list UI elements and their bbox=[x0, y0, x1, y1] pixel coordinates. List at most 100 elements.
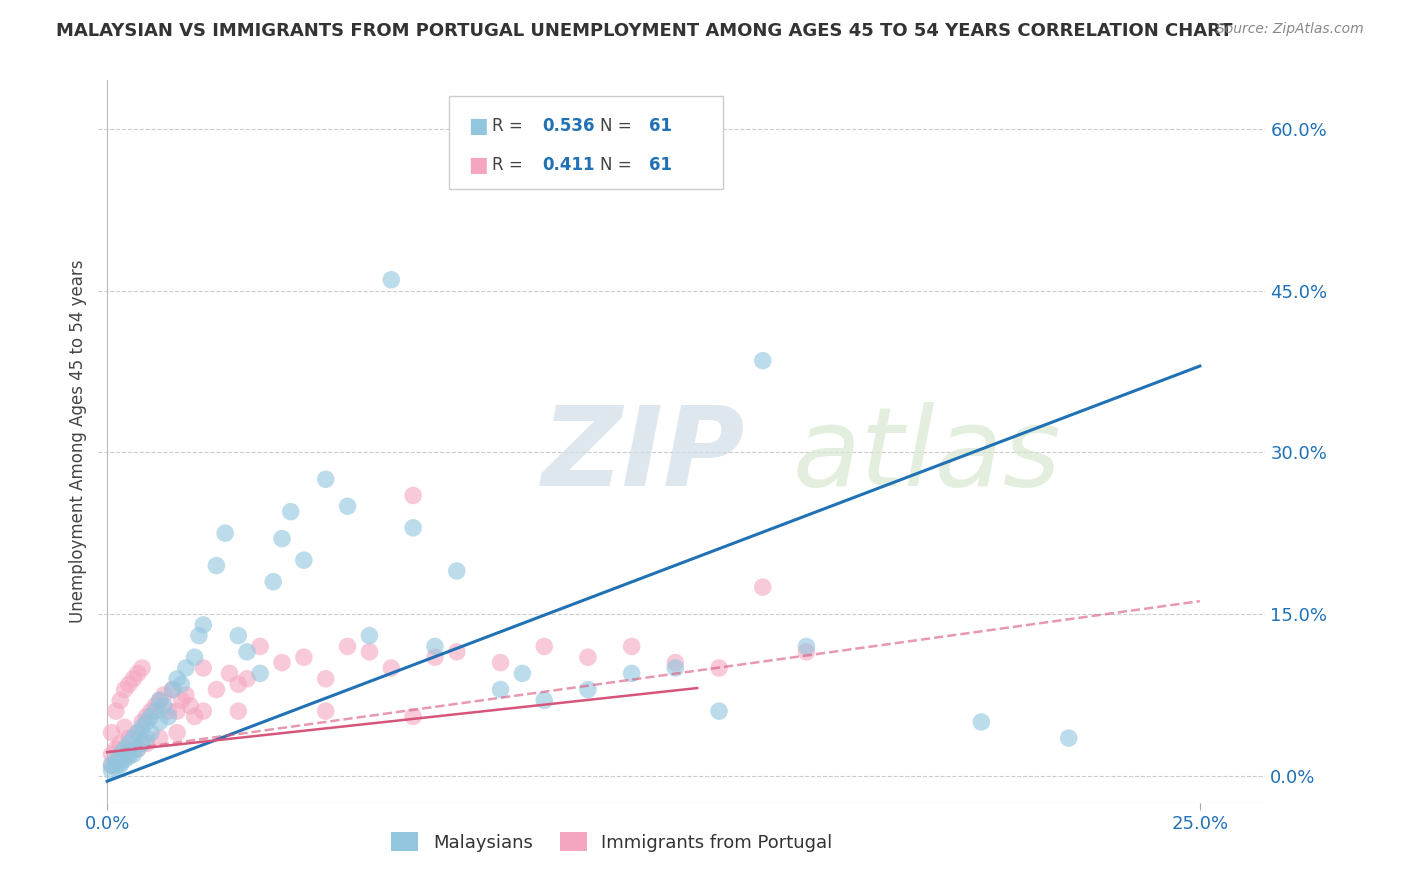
Point bbox=[100, 764, 122, 778]
Point bbox=[139, 725, 162, 739]
Point bbox=[1057, 731, 1080, 745]
Point bbox=[131, 720, 153, 734]
Point bbox=[512, 666, 534, 681]
Point bbox=[533, 640, 555, 654]
Point bbox=[271, 532, 294, 546]
Point bbox=[380, 273, 402, 287]
Point bbox=[174, 661, 197, 675]
Point bbox=[193, 661, 215, 675]
Point bbox=[446, 645, 468, 659]
Text: ■: ■ bbox=[468, 155, 488, 175]
Point bbox=[110, 693, 132, 707]
Point bbox=[114, 753, 136, 767]
Point bbox=[104, 742, 127, 756]
Point bbox=[118, 677, 141, 691]
Point bbox=[118, 731, 141, 745]
Point bbox=[122, 731, 145, 745]
Text: 61: 61 bbox=[650, 117, 672, 135]
Point bbox=[423, 640, 446, 654]
Point bbox=[118, 747, 141, 762]
Point bbox=[135, 737, 157, 751]
Point bbox=[315, 472, 337, 486]
Point bbox=[174, 688, 197, 702]
Text: 0.536: 0.536 bbox=[541, 117, 595, 135]
Point bbox=[135, 731, 157, 745]
Point bbox=[249, 666, 271, 681]
Point bbox=[153, 688, 176, 702]
Point bbox=[100, 725, 122, 739]
Point bbox=[226, 629, 249, 643]
Point bbox=[118, 749, 141, 764]
Point bbox=[489, 656, 512, 670]
FancyBboxPatch shape bbox=[449, 96, 723, 189]
Legend: Malaysians, Immigrants from Portugal: Malaysians, Immigrants from Portugal bbox=[384, 825, 839, 859]
Point bbox=[104, 760, 127, 774]
Point bbox=[110, 753, 132, 767]
Point bbox=[336, 500, 359, 514]
Text: 0.411: 0.411 bbox=[541, 156, 595, 174]
Point bbox=[707, 704, 730, 718]
Point bbox=[127, 725, 149, 739]
Point bbox=[122, 747, 145, 762]
Point bbox=[170, 677, 193, 691]
Point bbox=[110, 747, 132, 762]
Point bbox=[135, 709, 157, 723]
Point bbox=[127, 742, 149, 756]
Point bbox=[402, 521, 425, 535]
Point bbox=[139, 704, 162, 718]
Point bbox=[166, 704, 188, 718]
Point bbox=[114, 682, 136, 697]
Point bbox=[533, 693, 555, 707]
Point bbox=[336, 640, 359, 654]
Point bbox=[131, 661, 153, 675]
Point bbox=[226, 704, 249, 718]
Point bbox=[114, 742, 136, 756]
Point bbox=[205, 558, 228, 573]
Point bbox=[104, 753, 127, 767]
Text: ZIP: ZIP bbox=[541, 402, 745, 509]
Point bbox=[110, 756, 132, 770]
Point bbox=[576, 682, 599, 697]
Text: Source: ZipAtlas.com: Source: ZipAtlas.com bbox=[1216, 22, 1364, 37]
Point bbox=[118, 737, 141, 751]
Point bbox=[664, 661, 686, 675]
Point bbox=[315, 704, 337, 718]
Point bbox=[249, 640, 271, 654]
Point bbox=[183, 709, 205, 723]
Point bbox=[183, 650, 205, 665]
Point bbox=[166, 725, 188, 739]
Point bbox=[218, 666, 240, 681]
Point bbox=[162, 682, 184, 697]
Point bbox=[271, 656, 294, 670]
Point bbox=[359, 629, 381, 643]
Point bbox=[166, 672, 188, 686]
Text: R =: R = bbox=[492, 156, 533, 174]
Point bbox=[110, 758, 132, 772]
Point bbox=[100, 758, 122, 772]
Point bbox=[143, 704, 166, 718]
Point bbox=[149, 714, 172, 729]
Point bbox=[489, 682, 512, 697]
Point bbox=[446, 564, 468, 578]
Point bbox=[752, 353, 775, 368]
Point bbox=[193, 618, 215, 632]
Y-axis label: Unemployment Among Ages 45 to 54 years: Unemployment Among Ages 45 to 54 years bbox=[69, 260, 87, 624]
Point bbox=[236, 645, 259, 659]
Point bbox=[100, 758, 122, 772]
Point bbox=[423, 650, 446, 665]
Point bbox=[127, 666, 149, 681]
Text: N =: N = bbox=[600, 156, 637, 174]
Point bbox=[149, 731, 172, 745]
Point bbox=[110, 737, 132, 751]
Point bbox=[139, 709, 162, 723]
Point bbox=[149, 693, 172, 707]
Point bbox=[179, 698, 201, 713]
Point bbox=[131, 714, 153, 729]
Point bbox=[162, 682, 184, 697]
Text: MALAYSIAN VS IMMIGRANTS FROM PORTUGAL UNEMPLOYMENT AMONG AGES 45 TO 54 YEARS COR: MALAYSIAN VS IMMIGRANTS FROM PORTUGAL UN… bbox=[56, 22, 1233, 40]
Point bbox=[292, 650, 315, 665]
Point bbox=[127, 742, 149, 756]
Point bbox=[280, 505, 302, 519]
Point bbox=[131, 737, 153, 751]
Point bbox=[114, 720, 136, 734]
